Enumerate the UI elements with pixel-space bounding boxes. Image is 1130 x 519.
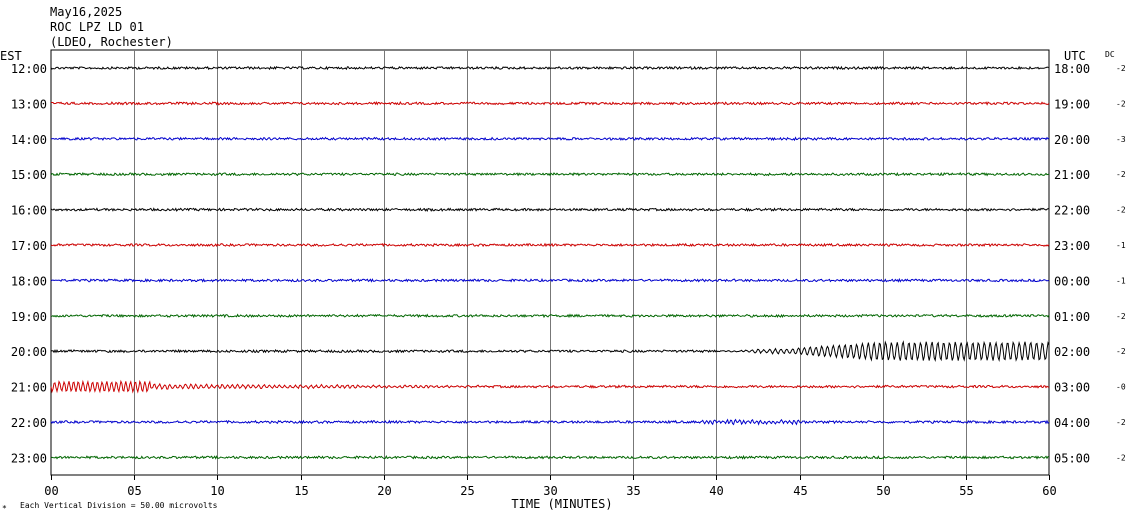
utc-time-label: 18:00 <box>1054 62 1090 76</box>
dc-value: -2 <box>1116 347 1126 356</box>
date-label: May16,2025 <box>50 5 123 19</box>
seismic-trace <box>50 277 1050 283</box>
x-tick-label-55: 55 <box>959 484 973 498</box>
seismic-trace <box>50 65 1050 71</box>
utc-time-label: 05:00 <box>1054 451 1090 465</box>
grid-lines <box>50 49 1050 480</box>
utc-time-label: 22:00 <box>1054 204 1090 218</box>
x-tick-label-60: 60 <box>1042 484 1056 498</box>
est-time-label: 21:00 <box>11 381 47 395</box>
dc-value: -2 <box>1116 64 1126 73</box>
seismic-trace <box>50 171 1050 177</box>
scale-note: Each Vertical Division = 50.00 microvolt… <box>20 501 218 510</box>
utc-time-label: 19:00 <box>1054 97 1090 111</box>
x-tick-label-30: 30 <box>543 484 557 498</box>
corner-mark-icon: * <box>2 504 7 513</box>
seismic-trace <box>50 136 1050 142</box>
x-tick-label-35: 35 <box>626 484 640 498</box>
est-time-label: 15:00 <box>11 168 47 182</box>
x-tick-label-15: 15 <box>294 484 308 498</box>
dc-value: -1 <box>1116 241 1126 250</box>
est-time-label: 23:00 <box>11 451 47 465</box>
dc-value: -1 <box>1116 276 1126 285</box>
network-label: (LDEO, Rochester) <box>50 35 173 49</box>
x-axis-label: TIME (MINUTES) <box>511 497 612 511</box>
dc-value: -2 <box>1116 170 1126 179</box>
est-label: EST <box>0 49 22 63</box>
x-tick-label-25: 25 <box>460 484 474 498</box>
x-tick-label-50: 50 <box>876 484 890 498</box>
utc-label: UTC <box>1064 49 1086 63</box>
seismic-trace <box>50 207 1050 213</box>
dc-value: -0 <box>1116 383 1126 392</box>
x-tick-label-10: 10 <box>210 484 224 498</box>
trace-group <box>50 65 1050 460</box>
est-time-label: 20:00 <box>11 345 47 359</box>
dc-value: -2 <box>1116 206 1126 215</box>
est-time-label: 16:00 <box>11 204 47 218</box>
dc-value: -2 <box>1116 99 1126 108</box>
utc-time-label: 00:00 <box>1054 274 1090 288</box>
dc-value: -3 <box>1116 135 1126 144</box>
seismic-trace <box>50 242 1050 248</box>
est-time-label: 14:00 <box>11 133 47 147</box>
x-tick-label-05: 05 <box>127 484 141 498</box>
utc-time-label: 21:00 <box>1054 168 1090 182</box>
seismic-trace <box>50 340 1050 363</box>
est-time-label: 17:00 <box>11 239 47 253</box>
utc-time-label: 23:00 <box>1054 239 1090 253</box>
est-time-label: 22:00 <box>11 416 47 430</box>
est-time-label: 19:00 <box>11 310 47 324</box>
est-time-label: 18:00 <box>11 274 47 288</box>
utc-time-label: 01:00 <box>1054 310 1090 324</box>
axis-labels: 00 05 10 15 20 25 30 35 40 45 50 55 60 EST UTC DC TIME (… <box>0 49 1126 513</box>
seismic-trace <box>50 454 1050 460</box>
x-tick-label-45: 45 <box>793 484 807 498</box>
seismic-trace <box>50 313 1050 319</box>
seismic-trace <box>51 101 1050 106</box>
seismic-trace <box>50 379 1050 394</box>
dc-label: DC <box>1105 50 1115 59</box>
seismic-trace <box>50 418 1050 426</box>
x-tick-label-00: 00 <box>44 484 58 498</box>
utc-time-label: 03:00 <box>1054 381 1090 395</box>
dc-value: -2 <box>1116 418 1126 427</box>
est-time-label: 13:00 <box>11 97 47 111</box>
dc-value: -2 <box>1116 312 1126 321</box>
utc-time-label: 20:00 <box>1054 133 1090 147</box>
est-time-label: 12:00 <box>11 62 47 76</box>
utc-time-label: 04:00 <box>1054 416 1090 430</box>
dc-value: -2 <box>1116 453 1126 462</box>
x-tick-label-20: 20 <box>377 484 391 498</box>
station-label: ROC LPZ LD 01 <box>50 20 144 34</box>
utc-time-label: 02:00 <box>1054 345 1090 359</box>
x-tick-label-40: 40 <box>709 484 723 498</box>
